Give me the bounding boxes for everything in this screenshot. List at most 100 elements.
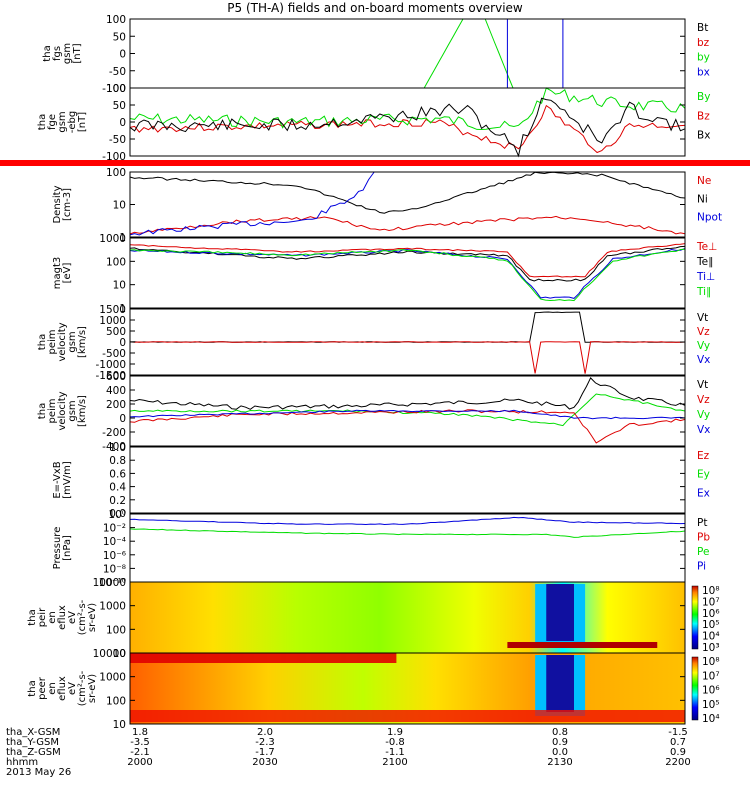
ephemeris-row-label: hhmm (6, 757, 39, 768)
y-tick-label: 100 (106, 695, 126, 707)
y-tick-label: 10 (113, 280, 126, 292)
y-axis-label-line: [km/s] (77, 395, 88, 427)
colorbar-label: 10⁷ (702, 670, 720, 682)
y-axis-label-line: en (47, 611, 58, 624)
legend-entry: Ey (697, 469, 710, 481)
y-tick-label: 50 (113, 31, 126, 43)
y-tick-label: 0.0 (109, 508, 126, 520)
y-axis-label-line: tha (37, 403, 48, 419)
y-axis-label-line: tha (42, 45, 53, 61)
y-tick-label: 50 (113, 100, 126, 112)
y-axis-label-line: peer (37, 676, 48, 700)
y-tick-label: 10⁻¹⁰ (99, 577, 126, 589)
series-Vt-i-line (129, 377, 686, 410)
y-axis-label: tha peim velocity gsm [km/s] (37, 391, 88, 430)
series-Vy-i-line (129, 393, 686, 427)
ephemeris-row-label: tha_Y-GSM (6, 737, 60, 748)
y-tick-label: -50 (109, 134, 126, 146)
ephemeris-value: 0.9 (670, 747, 686, 758)
legend-entry: Ex (697, 487, 710, 499)
y-tick-label: 10⁻² (103, 523, 126, 535)
legend-entry: Pe (697, 546, 709, 558)
y-tick-label: -400 (102, 441, 126, 453)
series-Tipar-line (129, 248, 686, 302)
legend-entry: by (697, 52, 710, 64)
ephemeris-value: 0.0 (552, 747, 568, 758)
y-tick-label: 500 (106, 326, 126, 338)
y-tick-label: 0 (119, 49, 126, 61)
y-tick-label: -1000 (95, 359, 126, 371)
y-axis-label: tha peim velocity gsm [km/s] (37, 322, 88, 361)
y-tick-label: 10000 (93, 577, 126, 589)
series-Vt-e-line (129, 311, 686, 343)
ephemeris-row-label: tha_X-GSM (6, 727, 61, 738)
colorbar-label: 10⁵ (702, 619, 720, 631)
y-axis-label-line: [nPa] (62, 535, 73, 561)
panel-frame-fgs (129, 18, 686, 89)
y-tick-label: 0 (119, 413, 126, 425)
y-axis-label: magt3 [eV] (52, 257, 73, 290)
y-axis-label-line: velocity (57, 322, 68, 361)
y-tick-label: 10⁻⁶ (103, 550, 126, 562)
series-Bx-line (129, 97, 686, 158)
y-tick-label: -200 (102, 427, 126, 439)
legend-entry: Ti⊥ (696, 271, 715, 283)
ephemeris-value: -0.8 (385, 737, 405, 748)
series-Pe-line (129, 528, 686, 538)
y-tick-label: 1500 (99, 304, 126, 316)
series-By-line (129, 87, 686, 131)
y-tick-label: -100 (102, 83, 126, 95)
y-tick-label: 1 (119, 303, 126, 315)
series-by-line (423, 18, 514, 89)
y-axis-label-line: eV (67, 682, 78, 695)
y-axis-label-line: fgs (52, 46, 63, 61)
y-tick-label: 200 (106, 399, 126, 411)
y-axis-label-line: gsm (67, 331, 78, 352)
ephemeris-value: 2000 (127, 757, 153, 768)
y-tick-label: 0.6 (109, 468, 126, 480)
ephemeris-value: 0.7 (670, 737, 686, 748)
legend-entry: Pi (697, 561, 706, 573)
spectrogram-band (130, 653, 397, 663)
ephemeris-value: -2.3 (255, 737, 275, 748)
y-axis-label-line: [cm-3] (62, 188, 73, 221)
y-axis-label-line: (cm²-s- (77, 670, 88, 706)
ephemeris-value: 2030 (252, 757, 278, 768)
legend-entry: Ez (697, 450, 710, 462)
legend-entry: Vx (697, 354, 710, 366)
y-tick-label: 10 (113, 648, 126, 660)
legend-entry: Npot (697, 212, 722, 224)
legend-entry: Vz (697, 326, 710, 338)
y-axis-label-line: en (47, 682, 58, 695)
y-tick-label: -100 (102, 151, 126, 163)
y-tick-label: 100 (106, 256, 126, 268)
y-tick-label: 10⁻⁸ (103, 563, 126, 575)
spectrogram-core (546, 655, 574, 712)
ephemeris-footer: tha_X-GSM 1.8 2.0 1.9 0.8 -1.5 tha_Y-GSM -3.5 -2… (0, 727, 750, 800)
y-tick-label: 1.0 (109, 442, 126, 454)
y-tick-label: 10⁰ (108, 509, 126, 521)
y-axis-label-line: magt3 (52, 257, 63, 290)
legend-entry: Vy (697, 409, 710, 421)
y-tick-label: 100 (106, 167, 126, 179)
ephemeris-value: -1.5 (668, 727, 688, 738)
y-tick-label: 100 (106, 83, 126, 95)
y-axis-label-line: Pressure (52, 527, 63, 570)
red-separator-bar (0, 160, 750, 166)
ephemeris-value: 0.9 (552, 737, 568, 748)
y-axis-label-line: gsm (62, 43, 73, 64)
colorbar-label: 10⁸ (702, 585, 720, 597)
y-axis-label-line: tha (37, 114, 48, 130)
y-axis-label-line: peir (37, 607, 48, 627)
y-axis-label-line: [eV] (62, 263, 73, 284)
y-tick-label: 0 (119, 117, 126, 129)
y-tick-label: 0.8 (109, 455, 126, 467)
y-tick-label: -1500 (95, 370, 126, 382)
legend-entry: Pt (697, 517, 707, 529)
colorbar (691, 656, 699, 721)
y-axis-label: Density [cm-3] (52, 185, 73, 223)
y-tick-label: 400 (106, 385, 126, 397)
plot-title: P5 (TH-A) fields and on-board moments ov… (227, 1, 523, 15)
ephemeris-value: 1.8 (132, 727, 148, 738)
